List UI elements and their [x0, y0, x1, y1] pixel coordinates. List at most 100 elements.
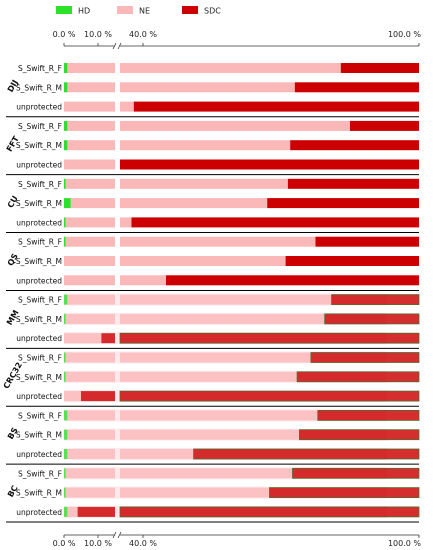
- axis-break-mark: [112, 531, 117, 539]
- bar-segment-hd: [64, 178, 66, 189]
- row-label: unprotected: [16, 450, 62, 459]
- row-label: S_Swift_R_F: [18, 354, 62, 363]
- x-tick-label: 40.0 %: [129, 539, 157, 548]
- bar-segment-ne: [64, 101, 115, 112]
- x-tick-label: 0.0 %: [53, 539, 76, 548]
- bar-segment-ne: [67, 63, 115, 73]
- bar-segment-hd: [64, 410, 68, 421]
- row-label: unprotected: [16, 218, 62, 227]
- row-label: unprotected: [16, 508, 62, 517]
- bar-segment-sdc: [324, 313, 419, 324]
- axis-break-mark: [112, 42, 117, 50]
- bar-segment-ne: [65, 468, 115, 479]
- bar-segment-ne: [64, 256, 115, 266]
- bar-segment-ne: [64, 159, 115, 170]
- bar-segment-ne: [120, 468, 293, 479]
- bar-segment-sdc: [101, 333, 115, 344]
- row-label: S_Swift_R_M: [16, 431, 62, 440]
- bar-segment-sdc: [317, 410, 419, 421]
- bar-segment-ne: [120, 429, 300, 440]
- bar-segment-sdc: [269, 487, 419, 498]
- bar-segment-ne: [65, 487, 115, 498]
- bar-segment-sdc: [299, 429, 419, 440]
- legend-swatch-hd: [56, 6, 72, 14]
- x-tick-label: 100.0 %: [388, 539, 421, 548]
- bar-outline: [298, 429, 420, 441]
- bar-segment-ne: [65, 371, 115, 382]
- legend-swatch-sdc: [182, 6, 198, 14]
- bar-segment-hd: [64, 120, 68, 131]
- bar-segment-sdc: [193, 449, 419, 459]
- legend-label-hd: HD: [78, 7, 90, 16]
- bar-segment-sdc: [331, 294, 419, 305]
- row-label: S_Swift_R_F: [18, 122, 62, 131]
- bar-segment-hd: [64, 506, 68, 517]
- row-label: S_Swift_R_M: [16, 199, 62, 208]
- bar-segment-ne: [70, 198, 115, 209]
- x-tick-label: 0.0 %: [53, 30, 76, 39]
- bar-segment-ne: [65, 178, 115, 189]
- bar-segment-ne: [65, 313, 115, 324]
- bar-segment-ne: [67, 82, 115, 93]
- row-label: S_Swift_R_M: [16, 373, 62, 382]
- row-label: S_Swift_R_F: [18, 64, 62, 73]
- bar-segment-hd: [64, 313, 66, 324]
- bar-segment-ne: [120, 487, 270, 498]
- x-tick-label: 100.0 %: [388, 30, 421, 39]
- bar-segment-hd: [64, 449, 68, 459]
- bar-segment-hd: [64, 371, 66, 382]
- bar-segment-sdc: [294, 82, 419, 93]
- x-tick-label: 10.0 %: [84, 539, 112, 548]
- row-label: unprotected: [16, 276, 62, 285]
- bar-segment-ne: [120, 236, 316, 247]
- bar-segment-sdc: [133, 101, 420, 112]
- bar-outline: [324, 313, 420, 325]
- top-x-axis: 0.0 % 10.0 % 40.0 % 100.0 %: [53, 30, 421, 50]
- row-label: unprotected: [16, 161, 62, 170]
- bar-segment-hd: [64, 352, 66, 363]
- bar-outline: [310, 352, 420, 363]
- bar-segment-ne: [120, 101, 134, 112]
- bar-segment-sdc: [81, 391, 115, 402]
- bar-segment-sdc: [120, 506, 419, 517]
- row-label: unprotected: [16, 103, 62, 112]
- bar-outline: [269, 487, 420, 499]
- legend-label-ne: NE: [139, 7, 150, 16]
- x-tick-label: 10.0 %: [84, 30, 112, 39]
- bar-segment-ne: [67, 506, 78, 517]
- bar-segment-ne: [120, 352, 311, 363]
- bar-segment-hd: [64, 294, 68, 305]
- row-label: S_Swift_R_M: [16, 315, 62, 324]
- bar-segment-sdc: [120, 333, 419, 344]
- bar-segment-sdc: [315, 236, 419, 247]
- bar-segment-hd: [64, 429, 68, 440]
- bar-segment-ne: [67, 294, 115, 305]
- bar-segment-ne: [67, 429, 115, 440]
- bar-segment-ne: [67, 140, 115, 151]
- row-label: S_Swift_R_F: [18, 411, 62, 420]
- bar-segment-sdc: [287, 178, 419, 189]
- x-tick-label: 40.0 %: [129, 30, 157, 39]
- row-label: S_Swift_R_F: [18, 238, 62, 247]
- bar-segment-ne: [64, 333, 102, 344]
- bar-segment-ne: [120, 198, 268, 209]
- bar-segment-ne: [67, 449, 115, 459]
- bar-outline: [331, 294, 420, 306]
- legend-swatch-ne: [117, 6, 133, 14]
- bar-segment-sdc: [310, 352, 419, 363]
- bar-segment-sdc: [120, 391, 419, 402]
- row-label: S_Swift_R_F: [18, 180, 62, 189]
- bar-segment-ne: [120, 140, 291, 151]
- bar-segment-ne: [120, 120, 350, 131]
- bar-segment-hd: [64, 487, 66, 498]
- bar-segment-hd: [64, 63, 68, 73]
- bar-segment-ne: [120, 410, 318, 421]
